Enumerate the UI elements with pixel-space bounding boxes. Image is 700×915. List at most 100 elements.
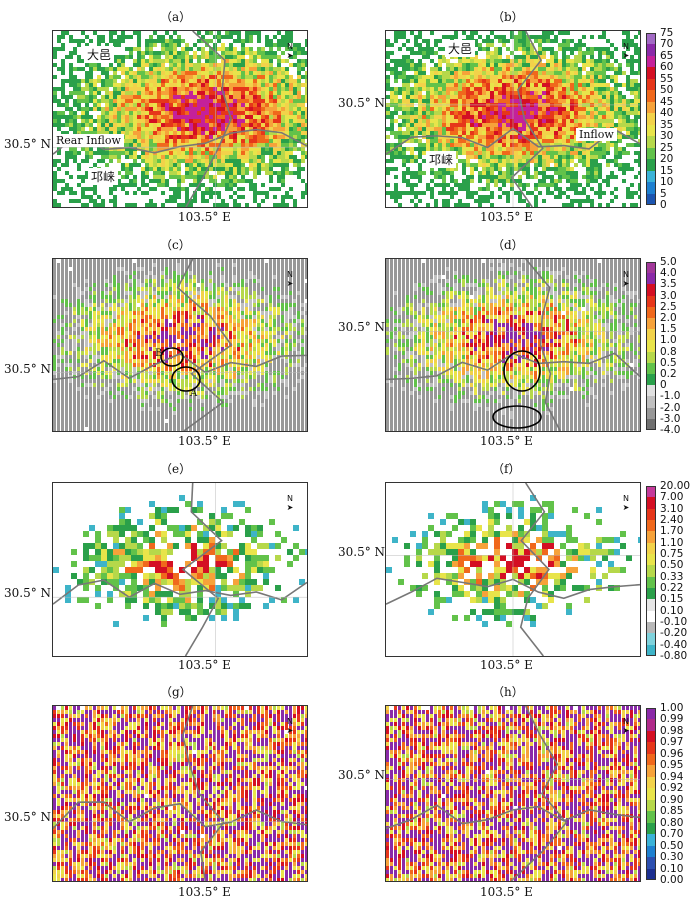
map-label-inflow: Inflow bbox=[576, 128, 617, 141]
colorbar-swatch bbox=[646, 78, 656, 91]
colorbar-tick-label: 0.80 bbox=[660, 816, 684, 829]
colorbar-tick-label: 0.50 bbox=[660, 839, 684, 852]
north-arrow-e: N ➤ bbox=[286, 494, 294, 512]
radar-field bbox=[386, 706, 640, 881]
colorbar-tick-label: 1.00 bbox=[660, 702, 684, 714]
colorbar-tick-label: 0.99 bbox=[660, 713, 684, 726]
colorbar-tick-label: 20 bbox=[660, 153, 674, 166]
colorbar-swatch bbox=[646, 284, 656, 297]
north-arrow-c: N ➤ bbox=[286, 270, 294, 288]
colorbar-tick-label: 0.92 bbox=[660, 782, 684, 795]
map-panel-d bbox=[385, 258, 641, 432]
colorbar-tick-label: 30 bbox=[660, 130, 674, 143]
colorbar-swatch bbox=[646, 295, 656, 308]
colorbar-tick-label: 1.5 bbox=[660, 323, 677, 336]
colorbar-tick-label: 0.10 bbox=[660, 862, 684, 875]
colorbar-tick-label: 0.50 bbox=[660, 559, 684, 572]
colorbar-tick-label: 0.00 bbox=[660, 874, 684, 886]
colorbar-swatch bbox=[646, 55, 656, 68]
colorbar-swatch bbox=[646, 182, 656, 195]
colorbar-swatch bbox=[646, 33, 656, 45]
colorbar-tick-label: 35 bbox=[660, 118, 674, 131]
colorbar-tick-label: -0.10 bbox=[660, 616, 688, 628]
marker-b: B bbox=[155, 348, 163, 359]
colorbar-tick-label: -0.40 bbox=[660, 638, 688, 651]
colorbar-tick-label: 0.2 bbox=[660, 368, 677, 380]
map-panel-f bbox=[385, 482, 641, 657]
colorbar-swatch bbox=[646, 374, 656, 386]
map-panel-b bbox=[385, 30, 641, 208]
north-arrow-h: N ➤ bbox=[622, 717, 630, 735]
lon-label-e: 103.5° E bbox=[178, 658, 231, 672]
colorbar-tick-label: 0.95 bbox=[660, 759, 684, 772]
lon-label-h: 103.5° E bbox=[480, 885, 533, 899]
colorbar-tick-label: 0.75 bbox=[660, 548, 684, 560]
colorbar-swatch bbox=[646, 193, 656, 206]
map-panel-a bbox=[52, 30, 308, 208]
panel-label-e: （e） bbox=[160, 462, 192, 476]
colorbar-tick-label: 3.0 bbox=[660, 289, 677, 302]
colorbar-swatch bbox=[646, 811, 656, 824]
colorbar-swatch bbox=[646, 742, 656, 755]
colorbar-tick-label: 4.0 bbox=[660, 267, 677, 280]
radar-field bbox=[53, 483, 307, 656]
colorbar-reflectivity: 75 70 65 60 55 50 45 40 35 30 25 20 15 10 5 0 bbox=[646, 28, 696, 210]
annotation-circle bbox=[160, 347, 184, 367]
colorbar-swatch bbox=[646, 531, 656, 544]
colorbar-swatch bbox=[646, 822, 656, 835]
colorbar-tick-label: 5.0 bbox=[660, 256, 677, 268]
lat-label-h: 30.5° N bbox=[338, 768, 386, 782]
north-arrow-f: N ➤ bbox=[622, 494, 630, 512]
colorbar-swatch bbox=[646, 497, 656, 510]
lon-label-f: 103.5° E bbox=[480, 658, 533, 672]
colorbar-tick-label: 50 bbox=[660, 84, 674, 97]
colorbar-tick-label: 70 bbox=[660, 38, 674, 51]
colorbar-tick-label: 5 bbox=[660, 187, 667, 200]
lat-label-e: 30.5° N bbox=[4, 586, 52, 600]
radar-field bbox=[53, 31, 307, 207]
colorbar-tick-label: 0.96 bbox=[660, 747, 684, 760]
colorbar-swatch bbox=[646, 385, 656, 397]
map-label-rear-inflow: Rear Inflow bbox=[53, 134, 124, 147]
colorbar-tick-label: 2.40 bbox=[660, 514, 684, 526]
lat-label-a: 30.5° N bbox=[4, 137, 52, 151]
colorbar-tick-label: 0.22 bbox=[660, 582, 684, 594]
colorbar-swatch bbox=[646, 719, 656, 732]
colorbar-swatch bbox=[646, 147, 656, 160]
colorbar-swatch bbox=[646, 396, 656, 409]
panel-label-a: （a） bbox=[160, 10, 192, 24]
colorbar-swatch bbox=[646, 610, 656, 623]
colorbar-tick-label: -4.0 bbox=[660, 424, 681, 436]
colorbar-swatch bbox=[646, 170, 656, 183]
lon-label-g: 103.5° E bbox=[178, 885, 231, 899]
colorbar-swatch bbox=[646, 799, 656, 812]
panel-label-d: （d） bbox=[492, 238, 524, 252]
colorbar-zdr: 5.0 4.0 3.5 3.0 2.5 2.0 1.5 1.0 0.8 0.5 0.2 0 -1.0 -2… bbox=[646, 257, 696, 435]
panel-label-c: （c） bbox=[160, 238, 191, 252]
north-arrow-g: N ➤ bbox=[286, 717, 294, 735]
north-arrow-a: N ➤ bbox=[286, 42, 294, 60]
map-panel-g bbox=[52, 705, 308, 882]
panel-label-g: （g） bbox=[160, 685, 192, 699]
colorbar-swatch bbox=[646, 633, 656, 646]
colorbar-swatch bbox=[646, 753, 656, 766]
colorbar-tick-label: 2.5 bbox=[660, 300, 677, 313]
colorbar-swatch bbox=[646, 67, 656, 80]
lat-label-d: 30.5° N bbox=[338, 320, 386, 334]
annotation-circle bbox=[503, 350, 541, 392]
colorbar-swatch bbox=[646, 136, 656, 149]
colorbar-tick-label: 0 bbox=[660, 199, 667, 211]
colorbar-swatch bbox=[646, 708, 656, 720]
colorbar-tick-label: -0.80 bbox=[660, 650, 688, 662]
colorbar-swatch bbox=[646, 834, 656, 847]
colorbar-tick-label: 0.94 bbox=[660, 770, 684, 783]
radar-field bbox=[386, 259, 640, 431]
map-panel-e bbox=[52, 482, 308, 657]
colorbar-swatch bbox=[646, 318, 656, 330]
annotation-circle bbox=[171, 366, 201, 392]
colorbar-tick-label: -0.20 bbox=[660, 627, 688, 640]
lon-label-d: 103.5° E bbox=[480, 434, 533, 448]
colorbar-swatch bbox=[646, 554, 656, 566]
colorbar-tick-label: 7.00 bbox=[660, 491, 684, 504]
colorbar-tick-label: 45 bbox=[660, 95, 674, 108]
